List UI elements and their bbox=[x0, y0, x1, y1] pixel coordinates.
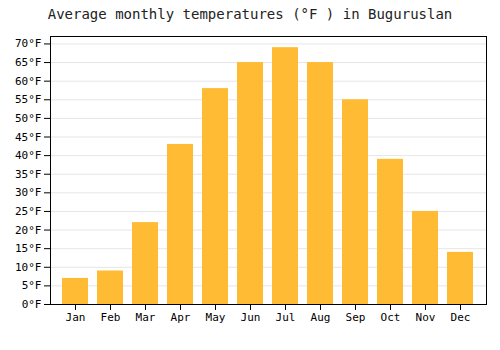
svg-text:65°F: 65°F bbox=[15, 56, 42, 69]
svg-text:Oct: Oct bbox=[381, 311, 401, 324]
svg-text:Jan: Jan bbox=[66, 311, 86, 324]
svg-text:Nov: Nov bbox=[416, 311, 436, 324]
svg-text:Jul: Jul bbox=[276, 311, 296, 324]
svg-text:45°F: 45°F bbox=[15, 131, 42, 144]
svg-text:55°F: 55°F bbox=[15, 93, 42, 106]
svg-text:60°F: 60°F bbox=[15, 75, 42, 88]
svg-text:20°F: 20°F bbox=[15, 224, 42, 237]
svg-text:Aug: Aug bbox=[311, 311, 331, 324]
svg-text:25°F: 25°F bbox=[15, 205, 42, 218]
svg-text:Dec: Dec bbox=[451, 311, 471, 324]
svg-text:Feb: Feb bbox=[101, 311, 121, 324]
svg-text:Mar: Mar bbox=[136, 311, 156, 324]
svg-text:Sep: Sep bbox=[346, 311, 366, 324]
svg-text:10°F: 10°F bbox=[15, 261, 42, 274]
svg-text:35°F: 35°F bbox=[15, 168, 42, 181]
svg-text:Apr: Apr bbox=[171, 311, 191, 324]
html-text:Average monthly temperatures (: Average monthly temperatures (°F ) in Bu… bbox=[47, 6, 453, 22]
svg-text:May: May bbox=[206, 311, 226, 324]
svg-text:15°F: 15°F bbox=[15, 242, 42, 255]
svg-text:70°F: 70°F bbox=[15, 37, 42, 50]
svg-text:0°F: 0°F bbox=[22, 298, 42, 311]
svg-text:5°F: 5°F bbox=[22, 279, 42, 292]
svg-text:50°F: 50°F bbox=[15, 112, 42, 125]
svg-text:30°F: 30°F bbox=[15, 186, 42, 199]
svg-text:40°F: 40°F bbox=[15, 149, 42, 162]
svg-text:Jun: Jun bbox=[241, 311, 261, 324]
